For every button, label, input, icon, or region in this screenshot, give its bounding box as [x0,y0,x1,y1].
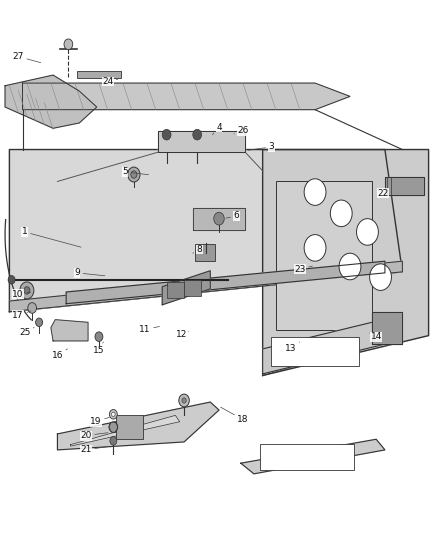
Circle shape [112,412,115,416]
Polygon shape [241,439,385,474]
Text: 10: 10 [12,289,31,298]
Circle shape [370,264,392,290]
Text: 5: 5 [122,167,148,176]
Bar [167,282,184,298]
Text: 22: 22 [377,189,389,198]
Circle shape [20,282,34,299]
Text: 6: 6 [226,212,239,221]
Polygon shape [193,208,245,230]
Text: 4: 4 [212,123,222,135]
Text: 26: 26 [234,126,249,135]
Text: 21: 21 [80,446,108,455]
Circle shape [179,394,189,407]
Polygon shape [5,75,97,128]
Text: 20: 20 [80,431,108,440]
Text: 17: 17 [12,311,31,320]
Bar [195,244,215,261]
Circle shape [128,167,140,182]
Circle shape [330,200,352,227]
Text: 16: 16 [52,349,67,360]
Polygon shape [263,317,394,374]
Bar [272,337,359,367]
Polygon shape [372,312,403,344]
Polygon shape [57,402,219,450]
Circle shape [162,130,171,140]
Bar [77,71,121,78]
Polygon shape [158,131,245,152]
Circle shape [304,179,326,205]
Text: 27: 27 [12,52,41,63]
Polygon shape [22,83,350,110]
Text: 19: 19 [90,417,110,426]
Circle shape [193,130,201,140]
Text: 9: 9 [74,269,105,277]
Polygon shape [66,261,385,304]
Circle shape [304,235,326,261]
Polygon shape [10,261,403,312]
Circle shape [8,276,15,284]
Bar [117,415,143,439]
Polygon shape [385,177,424,195]
Bar [276,181,372,330]
Circle shape [357,219,378,245]
Bar [261,444,354,470]
Circle shape [214,212,224,225]
Text: 11: 11 [139,325,159,334]
Text: 15: 15 [93,342,105,355]
Circle shape [35,318,42,327]
Text: 3: 3 [248,142,274,151]
Circle shape [110,409,117,419]
Circle shape [64,39,73,50]
Circle shape [339,253,361,280]
Text: 24: 24 [102,77,118,86]
Circle shape [28,303,36,313]
Polygon shape [71,415,180,446]
Circle shape [131,171,137,178]
Polygon shape [51,320,88,341]
Text: 18: 18 [221,407,249,424]
Text: 25: 25 [19,327,34,337]
Polygon shape [263,150,428,375]
Text: 8: 8 [193,245,202,254]
Polygon shape [162,271,210,305]
Bar [184,280,201,296]
Polygon shape [10,150,403,312]
Circle shape [24,287,30,294]
Text: 1: 1 [22,228,81,247]
Text: 23: 23 [294,265,312,273]
Circle shape [109,422,118,432]
Text: 14: 14 [370,332,382,341]
Circle shape [95,332,103,342]
Circle shape [110,437,117,445]
Circle shape [182,398,186,403]
Text: 12: 12 [176,330,188,339]
Text: 13: 13 [285,342,300,353]
